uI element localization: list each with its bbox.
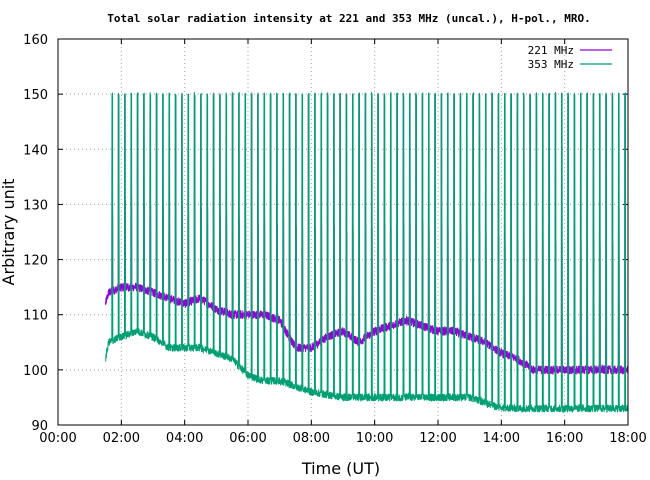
legend-label-353: 353 MHz (528, 58, 574, 71)
grid (57, 38, 629, 426)
x-tick-label: 04:00 (166, 431, 203, 446)
y-tick-label: 110 (23, 309, 48, 324)
x-tick-label: 08:00 (293, 431, 330, 446)
y-tick-label: 100 (23, 364, 48, 379)
x-axis-label: Time (UT) (301, 459, 380, 478)
y-tick-label: 130 (23, 198, 48, 213)
chart-title: Total solar radiation intensity at 221 a… (107, 12, 590, 25)
x-tick-label: 12:00 (419, 431, 456, 446)
x-tick-label: 18:00 (609, 431, 646, 446)
y-tick-label: 160 (23, 33, 48, 48)
y-tick-label: 140 (23, 143, 48, 158)
x-tick-label: 10:00 (356, 431, 393, 446)
series-line-353 (105, 91, 629, 413)
plot-series (105, 91, 629, 413)
x-tick-label: 00:00 (39, 431, 76, 446)
x-tick-label: 16:00 (546, 431, 583, 446)
y-tick-label: 120 (23, 254, 48, 269)
x-tick-label: 14:00 (483, 431, 520, 446)
y-tick-label: 90 (31, 419, 48, 434)
x-tick-label: 06:00 (229, 431, 266, 446)
x-tick-label: 02:00 (103, 431, 140, 446)
legend-label-221: 221 MHz (528, 44, 574, 57)
legend: 221 MHz 353 MHz (528, 44, 612, 71)
series-line-221 (105, 93, 629, 376)
x-tick-labels: 00:00 02:00 04:00 06:00 08:00 10:00 12:00 14:00… (39, 431, 646, 446)
y-tick-label: 150 (23, 88, 48, 103)
y-axis-label: Arbitrary unit (0, 179, 18, 286)
plot-frame (57, 38, 629, 426)
y-tick-labels: 90 100 110 120 130 140 150 160 (23, 33, 48, 434)
